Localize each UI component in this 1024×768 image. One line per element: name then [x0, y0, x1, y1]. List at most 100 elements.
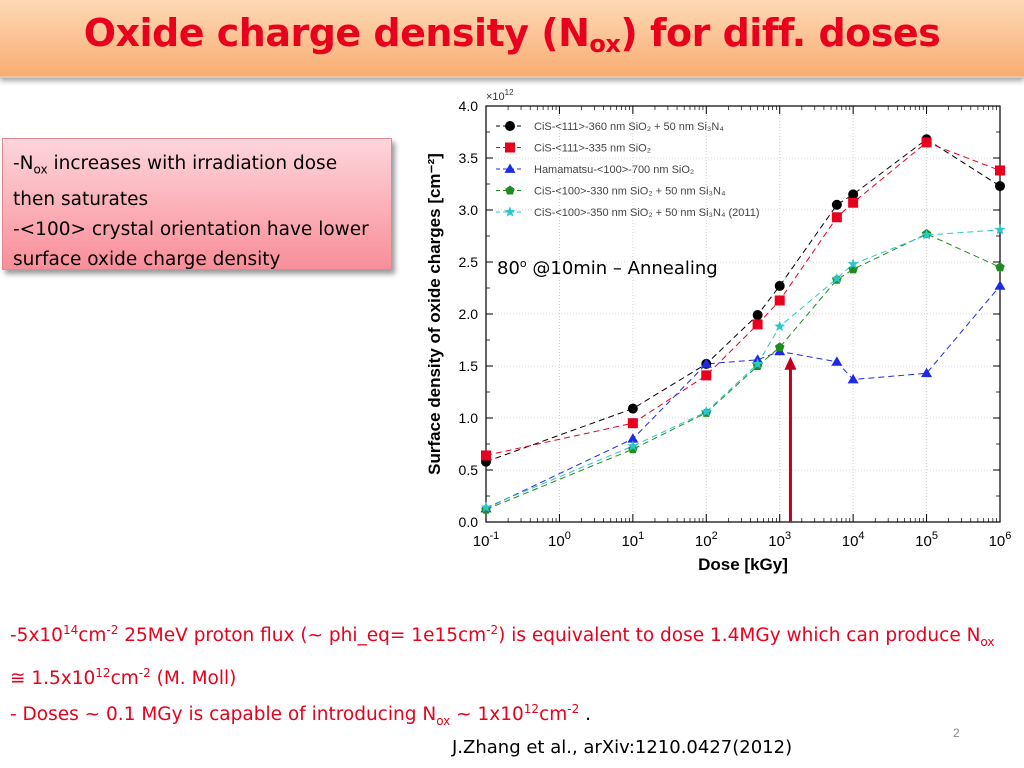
p2-seg-b: ~ 1x10 — [450, 704, 524, 726]
data-point-series-2 — [700, 358, 712, 368]
note-line-1-text: increases with irradiation dose then sat… — [13, 153, 338, 210]
data-point-series-1 — [701, 370, 712, 381]
p1-sup-5: -2 — [138, 665, 151, 680]
x-tick-label: 102 — [695, 530, 718, 550]
data-point-series-0 — [831, 199, 842, 210]
y-axis-multiplier: ×1012 — [486, 88, 514, 103]
x-tick-label: 104 — [842, 530, 865, 550]
legend-marker-4 — [504, 206, 516, 217]
data-point-series-2 — [627, 433, 639, 443]
p1-seg-d: ) is equivalent to dose 1.4MGy which can… — [498, 625, 981, 647]
data-point-series-0 — [995, 181, 1005, 192]
citation: J.Zhang et al., arXiv:1210.0427(2012) — [452, 737, 793, 758]
data-point-series-0 — [752, 310, 763, 321]
p2-seg-d: . — [579, 704, 592, 726]
legend-marker-1 — [505, 142, 515, 153]
data-point-series-4 — [480, 501, 492, 513]
chart-legend: CiS-<111>-360 nm SiO₂ + 50 nm Si₃N₄ CiS-<… — [496, 121, 760, 219]
y-tick-label: 1.5 — [459, 358, 479, 374]
bottom-paragraph-2: - Doses ~ 0.1 MGy is capable of introduc… — [10, 694, 1015, 737]
y-tick-label: 2.0 — [459, 306, 479, 322]
y-tick-label: 4.0 — [459, 98, 479, 114]
p2-sup-1: 12 — [523, 702, 540, 716]
y-tick-label: 3.5 — [459, 150, 479, 166]
p2-sub: ox — [436, 713, 451, 728]
data-point-series-4 — [774, 320, 786, 332]
legend-label-1: CiS-<111>-335 nm SiO₂ — [534, 143, 651, 155]
annealing-temp: 80 — [497, 258, 520, 279]
page-number: 2 — [953, 726, 960, 740]
data-point-series-1 — [774, 295, 785, 306]
annealing-annotation: 80o @10min – Annealing — [497, 257, 718, 279]
p1-seg-b: cm — [78, 625, 107, 647]
title-end-text: ) for diff. doses — [620, 11, 941, 55]
note-line-1-prefix: -N — [13, 153, 34, 174]
bottom-notes: -5x1014cm-2 25MeV proton flux (~ phi_eq=… — [10, 615, 1015, 737]
p2-seg-a: - Doses ~ 0.1 MGy is capable of introduc… — [10, 704, 437, 726]
p2-seg-c: cm — [539, 704, 568, 726]
series-line-3 — [485, 233, 1001, 510]
dose-arrow — [784, 356, 797, 522]
data-point-series-2 — [847, 374, 859, 384]
y-tick-label: 1.0 — [459, 410, 479, 426]
p2-sup-2: -2 — [567, 702, 580, 716]
legend-marker-0 — [505, 121, 515, 131]
annealing-degree: o — [519, 257, 527, 270]
series-markers — [480, 134, 1006, 514]
x-tick-label: 105 — [915, 530, 938, 550]
grid-lines — [486, 106, 1000, 522]
title-main-text: Oxide charge density (N — [83, 11, 590, 55]
x-tick-label: 101 — [621, 530, 644, 550]
y-tick-label: 2.5 — [459, 254, 479, 270]
legend-label-4: CiS-<100>-350 nm SiO₂ + 50 nm Si₃N₄ (201… — [534, 207, 760, 219]
data-point-series-4 — [831, 272, 843, 284]
title-subscript: ox — [589, 30, 621, 58]
legend-label-2: Hamamatsu-<100>-700 nm SiO₂ — [534, 164, 694, 176]
y-tick-label: 3.0 — [459, 202, 479, 218]
x-tick-label: 106 — [989, 530, 1012, 550]
p1-seg-a: -5x10 — [10, 625, 63, 647]
data-point-series-1 — [481, 450, 491, 461]
p1-seg-f: cm — [110, 668, 139, 689]
data-point-series-3 — [774, 342, 785, 352]
note-line-1-subscript: ox — [33, 162, 48, 177]
data-point-series-1 — [921, 137, 932, 148]
data-point-series-2 — [831, 356, 843, 366]
data-point-series-0 — [848, 189, 859, 200]
p1-sup-4: 12 — [95, 665, 111, 680]
data-point-series-1 — [848, 197, 859, 208]
x-tick-label: 103 — [768, 530, 791, 550]
tick-labels: 0.0 0.5 1.0 1.5 2.0 2.5 3.0 3.5 4.0 10-1 100 101 102… — [459, 98, 1012, 550]
data-point-series-4 — [847, 258, 859, 269]
axis-ticks — [485, 105, 1001, 523]
p1-sup-1: 14 — [62, 623, 79, 637]
bottom-paragraph-1: -5x1014cm-2 25MeV proton flux (~ phi_eq=… — [10, 615, 1015, 694]
legend-marker-3 — [505, 185, 515, 195]
x-tick-label: 10-1 — [473, 530, 499, 550]
data-point-series-3 — [995, 262, 1005, 272]
data-point-series-1 — [831, 212, 842, 223]
title-bar: Oxide charge density (Nox) for diff. dos… — [0, 0, 1024, 78]
arrow-head — [784, 356, 797, 370]
legend-marker-2 — [504, 163, 516, 173]
y-multiplier-exp: 12 — [505, 88, 514, 97]
data-point-series-2 — [994, 280, 1006, 290]
p1-seg-g: (M. Moll) — [150, 668, 237, 689]
data-point-series-1 — [995, 165, 1005, 176]
p1-sub: ox — [980, 634, 995, 649]
data-point-series-1 — [752, 319, 763, 330]
x-tick-label: 100 — [548, 530, 571, 550]
legend-label-3: CiS-<100>-330 nm SiO₂ + 50 nm Si₃N₄ — [534, 186, 726, 198]
data-point-series-2 — [921, 367, 933, 378]
data-point-series-0 — [627, 403, 638, 414]
data-point-series-4 — [994, 223, 1006, 235]
data-point-series-4 — [752, 358, 764, 369]
x-axis-label: Dose [kGy] — [698, 555, 788, 574]
data-point-series-4 — [921, 229, 933, 240]
p1-seg-e: ≅ 1.5x10 — [10, 668, 96, 689]
annealing-text: @10min – Annealing — [526, 258, 718, 279]
summary-note-box: -Nox increases with irradiation dose the… — [2, 138, 392, 270]
y-tick-label: 0.0 — [459, 514, 479, 530]
y-tick-label: 0.5 — [459, 462, 479, 478]
y-multiplier-base: ×10 — [486, 91, 505, 103]
